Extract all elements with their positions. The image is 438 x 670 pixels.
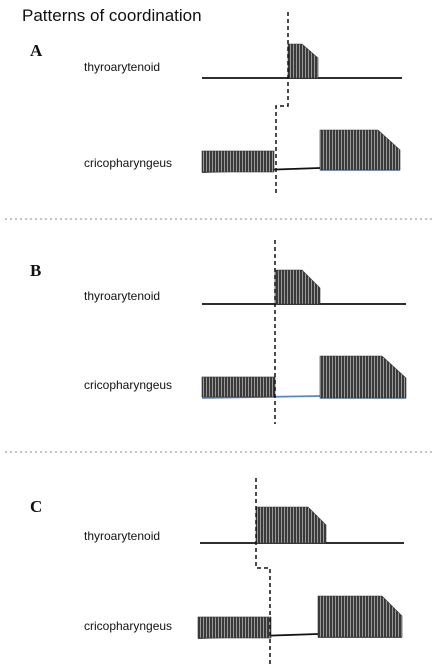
panel-c-onset-marker (255, 478, 271, 664)
panel-a-letter: A (30, 41, 43, 60)
panel-c-thyroarytenoid-label: thyroarytenoid (84, 529, 160, 543)
panel-a-cricopharyngeus-burst-2 (319, 129, 401, 171)
panel-c-cricopharyngeus-burst-2 (317, 595, 403, 638)
panel-b-cricopharyngeus-burst-2 (319, 355, 407, 399)
panel-b-thyroarytenoid-label: thyroarytenoid (84, 289, 160, 303)
panel-a-thyroarytenoid-burst (287, 43, 319, 79)
panel-b-letter: B (30, 261, 41, 280)
panel-b-thyroarytenoid-burst (274, 269, 321, 305)
panel-b-cricopharyngeus-burst-1 (201, 376, 276, 398)
panel-c-letter: C (30, 497, 42, 516)
panel-c-cricopharyngeus-label: cricopharyngeus (84, 619, 172, 633)
panel-a-thyroarytenoid-label: thyroarytenoid (84, 60, 160, 74)
panel-a: A thyroarytenoid cricopharyngeus (30, 12, 402, 196)
panel-c-thyroarytenoid-burst (255, 506, 327, 544)
panel-a-onset-marker (275, 12, 289, 196)
panel-c: C thyroarytenoid cricopharyngeus (30, 478, 404, 664)
panel-b-cricopharyngeus-label: cricopharyngeus (84, 378, 172, 392)
panel-c-cricopharyngeus-burst-1 (197, 616, 272, 639)
figure-title: Patterns of coordination (22, 6, 202, 25)
panel-a-cricopharyngeus-label: cricopharyngeus (84, 156, 172, 170)
panel-a-cricopharyngeus-burst-1 (201, 150, 275, 173)
panel-b: B thyroarytenoid cricopharyngeus (30, 240, 407, 424)
